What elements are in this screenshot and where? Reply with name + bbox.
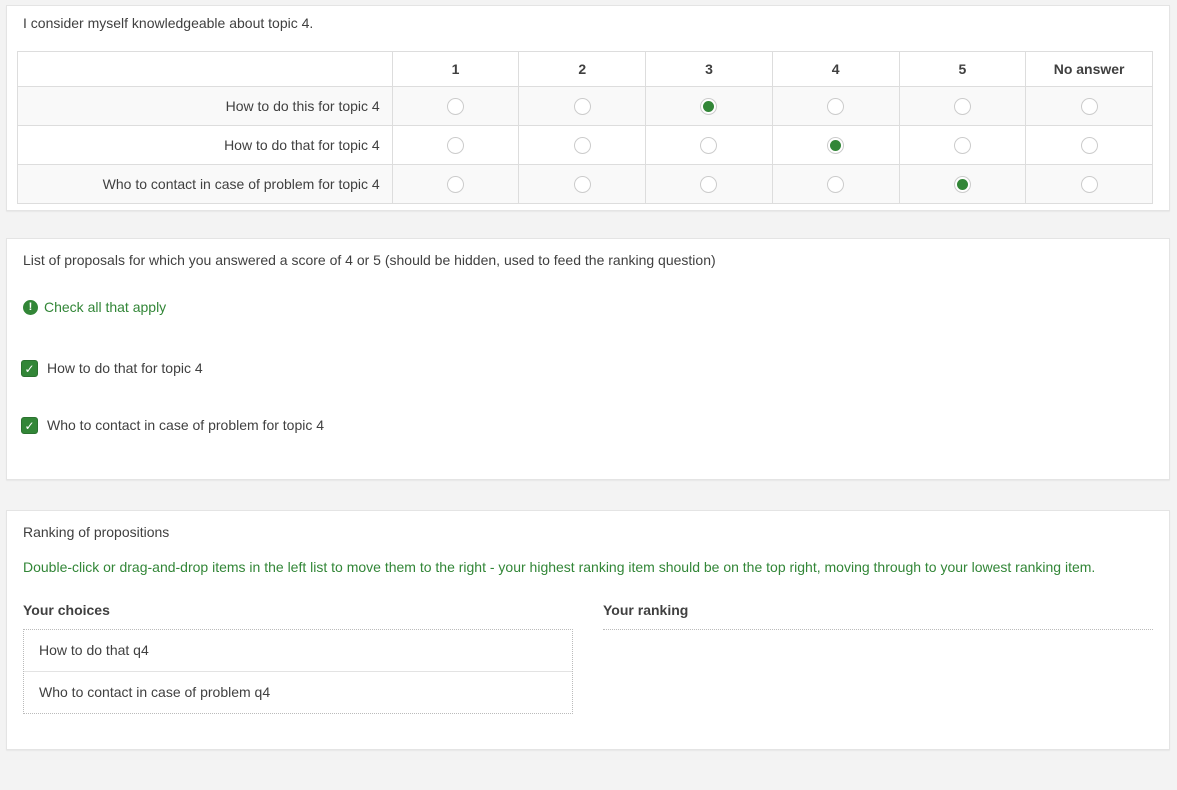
checkbox-1[interactable]	[21, 417, 38, 434]
matrix-radio-r1-c3[interactable]	[827, 136, 845, 154]
check-all-hint-label: Check all that apply	[44, 299, 167, 315]
choice-item-1[interactable]: Who to contact in case of problem q4	[24, 671, 572, 713]
matrix-radio-r0-c5[interactable]	[1080, 97, 1098, 115]
checkbox-question-title: List of proposals for which you answered…	[23, 252, 716, 268]
matrix-radio-r2-c1[interactable]	[573, 175, 591, 193]
matrix-radio-r1-c2[interactable]	[700, 136, 718, 154]
matrix-radio-r2-c3[interactable]	[827, 175, 845, 193]
checkbox-option-row-1: Who to contact in case of problem for to…	[21, 416, 1153, 435]
matrix-col-header-5: 5	[898, 51, 1027, 87]
matrix-radio-r0-c1[interactable]	[573, 97, 591, 115]
checkbox-0[interactable]	[21, 360, 38, 377]
matrix-row-label-0: How to do this for topic 4	[17, 86, 393, 126]
matrix-col-header-no-answer: No answer	[1025, 51, 1153, 87]
choices-list: How to do that q4 Who to contact in case…	[23, 629, 573, 714]
matrix-radio-r2-c5[interactable]	[1080, 175, 1098, 193]
choice-item-0[interactable]: How to do that q4	[24, 630, 572, 671]
ranking-label: Your ranking	[603, 602, 689, 618]
checkbox-question-panel: List of proposals for which you answered…	[6, 238, 1170, 480]
checkbox-label-0: How to do that for topic 4	[47, 360, 203, 376]
matrix-radio-r2-c0[interactable]	[447, 175, 465, 193]
matrix-radio-r0-c0[interactable]	[447, 97, 465, 115]
matrix-header-row: 1 2 3 4 5 No answer	[17, 51, 1153, 87]
ranking-drop-list[interactable]	[603, 629, 1153, 715]
exclamation-circle-icon	[23, 300, 38, 315]
matrix-radio-r1-c1[interactable]	[573, 136, 591, 154]
ranking-column: Your ranking	[603, 601, 1153, 715]
matrix-radio-r1-c4[interactable]	[953, 136, 971, 154]
matrix-radio-r2-c2[interactable]	[700, 175, 718, 193]
choices-label: Your choices	[23, 602, 110, 618]
checkbox-option-row-0: How to do that for topic 4	[21, 359, 1153, 378]
matrix-header-empty-cell	[17, 51, 393, 87]
matrix-row-label-2: Who to contact in case of problem for to…	[17, 164, 393, 204]
matrix-col-header-3: 3	[645, 51, 773, 87]
matrix-row-2: Who to contact in case of problem for to…	[17, 164, 1153, 204]
check-all-hint: Check all that apply	[23, 298, 1153, 317]
ranking-columns: Your choices How to do that q4 Who to co…	[23, 601, 1153, 715]
matrix-col-header-1: 1	[391, 51, 520, 87]
ranking-question-panel: Ranking of propositions Double-click or …	[6, 510, 1170, 750]
matrix-radio-r0-c3[interactable]	[827, 97, 845, 115]
ranking-question-title: Ranking of propositions	[23, 524, 170, 540]
matrix-row-label-1: How to do that for topic 4	[17, 125, 393, 165]
matrix-radio-r0-c2[interactable]	[700, 97, 718, 115]
survey-page: I consider myself knowledgeable about to…	[0, 0, 1177, 758]
checkbox-label-1: Who to contact in case of problem for to…	[47, 417, 325, 433]
matrix-table: 1 2 3 4 5 No answer How to do this for t…	[17, 51, 1153, 204]
matrix-question-panel: I consider myself knowledgeable about to…	[6, 5, 1170, 211]
ranking-instructions: Double-click or drag-and-drop items in t…	[23, 559, 1096, 575]
matrix-row-0: How to do this for topic 4	[17, 86, 1153, 126]
matrix-col-header-2: 2	[518, 51, 647, 87]
matrix-radio-r1-c0[interactable]	[447, 136, 465, 154]
matrix-radio-r1-c5[interactable]	[1080, 136, 1098, 154]
matrix-row-1: How to do that for topic 4	[17, 125, 1153, 165]
matrix-question-title: I consider myself knowledgeable about to…	[23, 15, 314, 31]
matrix-radio-r2-c4[interactable]	[953, 175, 971, 193]
matrix-col-header-4: 4	[771, 51, 900, 87]
choices-column: Your choices How to do that q4 Who to co…	[23, 601, 573, 715]
matrix-radio-r0-c4[interactable]	[953, 97, 971, 115]
